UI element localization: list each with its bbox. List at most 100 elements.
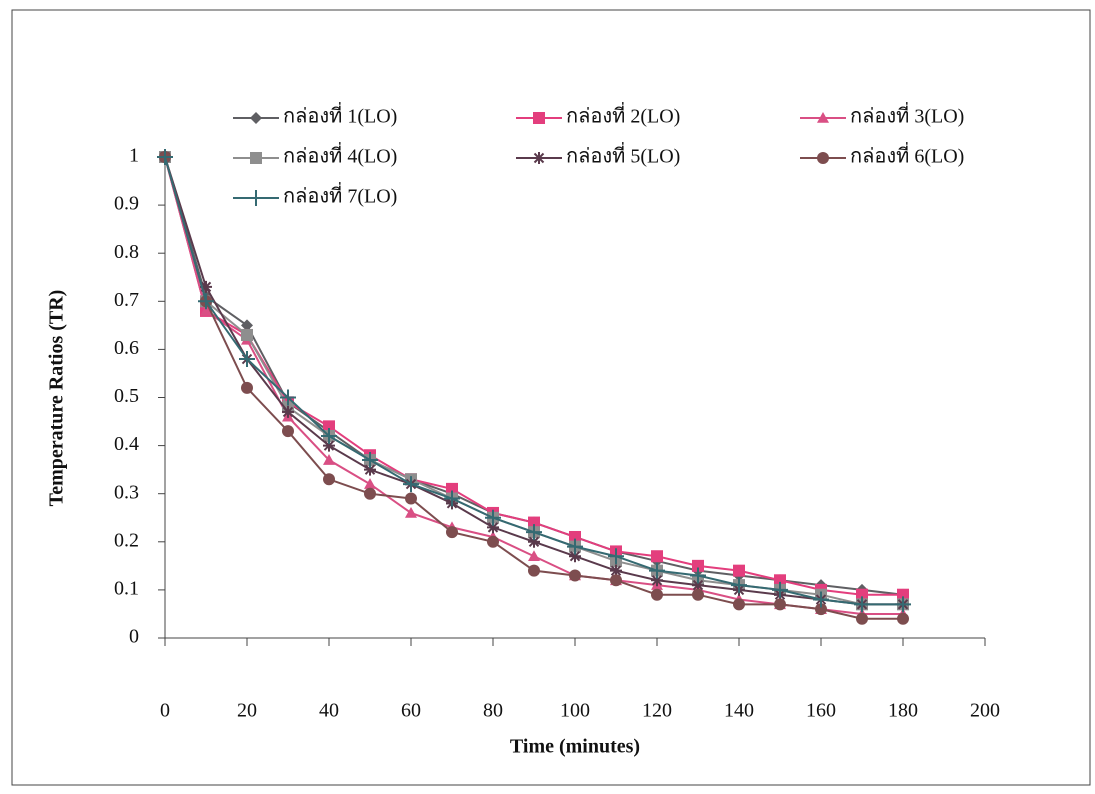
marker xyxy=(856,612,868,625)
legend-label: กล่องที่ 6(LO) xyxy=(850,142,964,168)
y-axis-title: Temperature Ratios (TR) xyxy=(46,290,68,507)
marker xyxy=(733,564,745,577)
marker xyxy=(897,588,909,601)
marker xyxy=(815,603,827,616)
marker xyxy=(651,574,663,587)
marker xyxy=(731,577,747,594)
y-tick-label: 0.9 xyxy=(114,193,139,215)
marker xyxy=(241,381,253,394)
marker xyxy=(323,439,335,452)
marker xyxy=(487,521,499,534)
marker xyxy=(241,328,253,341)
marker xyxy=(897,612,909,625)
marker xyxy=(854,596,870,613)
marker xyxy=(528,550,540,562)
marker xyxy=(569,569,581,582)
marker xyxy=(690,567,706,584)
marker xyxy=(651,588,663,601)
marker xyxy=(157,149,173,165)
x-tick-label: 80 xyxy=(483,700,503,722)
x-tick-label: 140 xyxy=(724,700,754,722)
marker xyxy=(364,463,376,476)
marker xyxy=(692,559,704,572)
legend-item: กล่องที่ 7(LO) xyxy=(233,182,397,208)
y-tick-label: 0.1 xyxy=(114,577,139,599)
marker xyxy=(649,562,665,579)
marker xyxy=(692,588,704,601)
marker xyxy=(528,516,540,529)
x-axis-title: Time (minutes) xyxy=(510,736,640,758)
marker xyxy=(533,152,545,164)
legend-item: กล่องที่ 2(LO) xyxy=(516,102,680,128)
legend-item: กล่องที่ 5(LO) xyxy=(516,142,680,168)
x-tick-label: 20 xyxy=(237,700,257,722)
legend-item: กล่องที่ 3(LO) xyxy=(800,102,964,128)
marker xyxy=(239,351,255,368)
marker xyxy=(528,535,540,548)
marker xyxy=(282,425,294,438)
marker xyxy=(526,524,542,541)
marker xyxy=(772,581,788,598)
marker xyxy=(280,389,296,406)
marker xyxy=(364,487,376,500)
x-tick-label: 40 xyxy=(319,700,339,722)
series-line xyxy=(164,156,903,620)
legend-label: กล่องที่ 5(LO) xyxy=(566,142,680,168)
legend-item: กล่องที่ 1(LO) xyxy=(233,102,397,128)
marker xyxy=(200,280,212,293)
x-tick-label: 120 xyxy=(642,700,672,722)
marker xyxy=(323,454,335,465)
legend-label: กล่องที่ 7(LO) xyxy=(283,182,397,208)
marker xyxy=(200,304,212,316)
marker xyxy=(651,550,663,563)
marker xyxy=(608,548,624,565)
marker xyxy=(567,538,583,555)
y-tick-label: 1 xyxy=(129,145,139,167)
marker xyxy=(282,405,294,418)
marker xyxy=(323,473,335,486)
x-tick-label: 200 xyxy=(970,700,1000,722)
legend-label: กล่องที่ 2(LO) xyxy=(566,102,680,128)
marker xyxy=(895,596,911,613)
marker xyxy=(241,319,253,332)
marker xyxy=(198,293,214,310)
marker xyxy=(856,588,868,601)
marker xyxy=(610,574,622,587)
marker xyxy=(321,427,337,444)
legend-item: กล่องที่ 6(LO) xyxy=(800,142,964,168)
legend-item: กล่องที่ 4(LO) xyxy=(233,142,397,168)
series xyxy=(159,151,909,619)
marker xyxy=(446,482,458,495)
x-tick-label: 60 xyxy=(401,700,421,722)
marker xyxy=(817,152,829,164)
marker xyxy=(487,535,499,548)
marker xyxy=(248,190,264,206)
marker xyxy=(444,490,460,507)
y-tick-label: 0.4 xyxy=(114,433,139,455)
marker xyxy=(528,564,540,577)
marker xyxy=(733,598,745,611)
legend-label: กล่องที่ 3(LO) xyxy=(850,102,964,128)
x-tick-label: 100 xyxy=(560,700,590,722)
y-tick-label: 0.8 xyxy=(114,241,139,263)
marker xyxy=(692,579,704,592)
marker xyxy=(813,591,829,608)
marker xyxy=(362,452,378,469)
y-tick-label: 0 xyxy=(129,626,139,648)
x-tick-label: 180 xyxy=(888,700,918,722)
legend-label: กล่องที่ 4(LO) xyxy=(283,142,397,168)
y-tick-label: 0.5 xyxy=(114,385,139,407)
x-tick-label: 0 xyxy=(160,700,170,722)
y-tick-label: 0.3 xyxy=(114,481,139,503)
marker xyxy=(323,420,335,433)
marker xyxy=(817,112,829,123)
y-tick-label: 0.6 xyxy=(114,337,139,359)
legend-label: กล่องที่ 1(LO) xyxy=(283,102,397,128)
chart-frame xyxy=(11,9,1091,786)
marker xyxy=(774,598,786,611)
y-tick-label: 0.2 xyxy=(114,529,139,551)
marker xyxy=(610,564,622,577)
series xyxy=(157,149,911,613)
marker xyxy=(364,478,376,489)
